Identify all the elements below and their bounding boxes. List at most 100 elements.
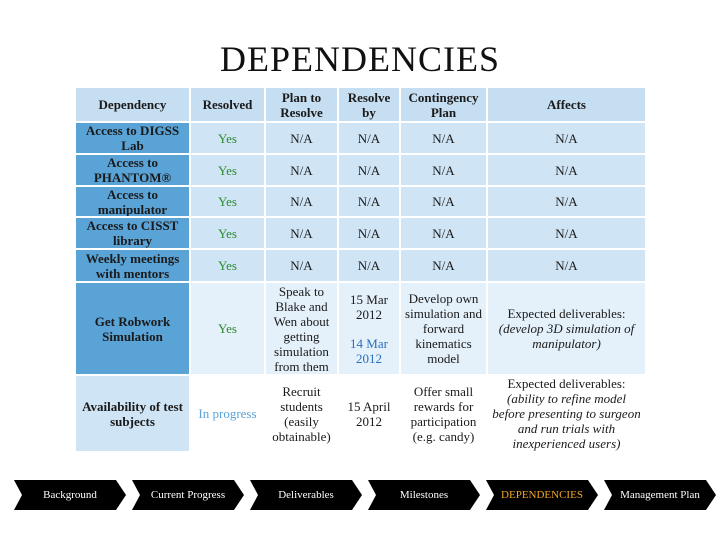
nav-item[interactable]: Management Plan <box>604 480 716 510</box>
header-cell: Resolve by <box>338 87 400 122</box>
cell-text: Yes <box>218 225 237 241</box>
cell-text: N/A <box>290 194 313 209</box>
cell-text: N/A <box>290 130 313 146</box>
table-cell: N/A <box>338 122 400 154</box>
cell-text: Yes <box>218 258 237 273</box>
table-cell: N/A <box>338 217 400 249</box>
row-header-cell: Access to manipulator <box>75 186 190 217</box>
table-cell: Yes <box>190 217 265 249</box>
cell-text: 15 Mar 2012 <box>350 291 388 322</box>
cell-text: N/A <box>290 162 313 178</box>
table-cell: Yes <box>190 122 265 154</box>
cell-text: Yes <box>218 194 237 209</box>
cell-text: Speak to Blake and Wen about getting sim… <box>273 283 330 374</box>
cell-text: N/A <box>555 130 578 146</box>
cell-text: Access to CISST library <box>86 218 179 248</box>
cell-text: N/A <box>432 194 455 209</box>
cell-text: Develop own simulation and forward kinem… <box>405 291 482 366</box>
table-cell: N/A <box>400 217 487 249</box>
cell-text: N/A <box>432 258 455 273</box>
cell-text: Contingency Plan <box>408 89 479 120</box>
table-cell: Develop own simulation and forward kinem… <box>400 282 487 375</box>
table-cell: N/A <box>487 249 646 282</box>
cell-text: (develop 3D simulation of manipulator) <box>498 321 635 351</box>
table-cell: N/A <box>400 249 487 282</box>
header-cell: Dependency <box>75 87 190 122</box>
table-cell: Yes <box>190 282 265 375</box>
slide-title: DEPENDENCIES <box>220 39 500 79</box>
table-cell: N/A <box>487 122 646 154</box>
cell-text: Yes <box>218 130 237 146</box>
cell-text: N/A <box>555 162 578 178</box>
cell-text: Yes <box>218 162 237 178</box>
header-cell: Affects <box>487 87 646 122</box>
table-cell: N/A <box>400 186 487 217</box>
table-cell: N/A <box>400 154 487 186</box>
table-cell: Expected deliverables: (ability to refine… <box>487 375 646 452</box>
table-cell: In progress <box>190 375 265 452</box>
table-cell: N/A <box>487 154 646 186</box>
cell-text: Milestones <box>399 489 449 501</box>
cell-text: Dependency <box>98 97 167 112</box>
cell-text: Management Plan <box>620 489 700 501</box>
cell-text: Expected deliverables: <box>507 306 626 321</box>
nav-item[interactable]: Milestones <box>368 480 480 510</box>
cell-text: Background <box>43 489 97 501</box>
cell-text: N/A <box>555 194 578 209</box>
cell-text: Availability of test subjects <box>82 398 183 429</box>
cell-text: Expected deliverables: <box>507 376 626 391</box>
cell-text: N/A <box>357 130 381 146</box>
row-header-cell: Get Robwork Simulation <box>75 282 190 375</box>
cell-text: DEPENDENCIES <box>501 489 583 501</box>
cell-text: N/A <box>290 258 313 273</box>
cell-text: N/A <box>357 194 381 209</box>
nav-item[interactable]: Background <box>14 480 126 510</box>
table-cell: N/A <box>265 217 338 249</box>
cell-text: N/A <box>357 162 381 178</box>
cell-text: N/A <box>555 258 578 273</box>
cell-text: Weekly meetings with mentors <box>85 250 180 281</box>
row-header-cell: Access to CISST library <box>75 217 190 249</box>
cell-text: Recruit students (easily obtainable) <box>272 383 331 444</box>
cell-text: N/A <box>357 225 381 241</box>
table-cell: N/A <box>487 186 646 217</box>
table-cell: N/A <box>265 122 338 154</box>
row-header-cell: Access to PHANTOM® <box>75 154 190 186</box>
table-cell: Speak to Blake and Wen about getting sim… <box>265 282 338 375</box>
table-cell: N/A <box>265 249 338 282</box>
table-cell: N/A <box>265 154 338 186</box>
cell-text: Resolved <box>202 97 253 112</box>
nav-item[interactable]: Current Progress <box>132 480 244 510</box>
cell-text: Resolve by <box>347 89 391 120</box>
header-cell: Contingency Plan <box>400 87 487 122</box>
cell-text: Access to DIGSS Lab <box>85 123 180 153</box>
cell-text: Access to manipulator <box>97 186 168 217</box>
cell-text: Access to PHANTOM® <box>93 155 172 185</box>
table-cell: Yes <box>190 186 265 217</box>
table-cell: N/A <box>338 154 400 186</box>
table-cell: Yes <box>190 249 265 282</box>
cell-text: 15 April 2012 <box>347 398 391 429</box>
cell-text: N/A <box>555 225 578 241</box>
cell-text: N/A <box>432 162 455 178</box>
table-cell: N/A <box>400 122 487 154</box>
nav-item[interactable]: Deliverables <box>250 480 362 510</box>
table-cell: Recruit students (easily obtainable) <box>265 375 338 452</box>
table-cell: N/A <box>265 186 338 217</box>
cell-text: Yes <box>218 321 237 336</box>
cell-text: In progress <box>198 406 257 421</box>
table-cell: N/A <box>338 249 400 282</box>
cell-text: 14 Mar 2012 <box>350 335 388 366</box>
cell-text: Plan to Resolve <box>280 89 323 120</box>
table-cell: Offer small rewards for participation (e… <box>400 375 487 452</box>
nav-item[interactable]: DEPENDENCIES <box>486 480 598 510</box>
cell-text: Current Progress <box>150 489 226 501</box>
cell-text: N/A <box>357 258 381 273</box>
cell-text: N/A <box>432 130 455 146</box>
table-cell: 15 Mar 2012 14 Mar 2012 <box>338 282 400 375</box>
cell-text: Deliverables <box>278 489 334 501</box>
row-header-cell: Access to DIGSS Lab <box>75 122 190 154</box>
cell-text: N/A <box>432 225 455 241</box>
cell-text: Get Robwork Simulation <box>94 313 171 344</box>
